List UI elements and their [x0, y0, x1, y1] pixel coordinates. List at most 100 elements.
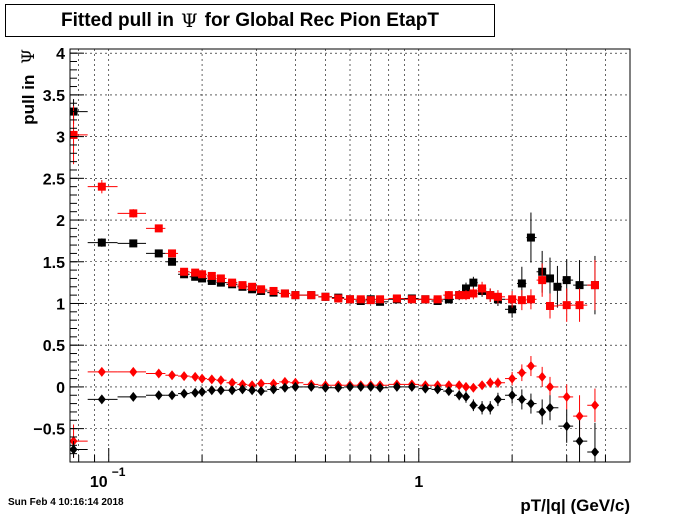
data-point — [562, 391, 571, 402]
data-point — [575, 411, 584, 422]
data-point — [269, 378, 278, 389]
data-point — [508, 390, 517, 401]
data-point — [444, 291, 453, 300]
data-point — [508, 373, 517, 384]
x-tick-label: 10 — [90, 474, 108, 491]
y-tick-label: 4 — [56, 46, 65, 63]
data-point — [455, 390, 464, 401]
data-point — [248, 385, 257, 396]
data-point — [228, 377, 237, 388]
data-point — [553, 282, 562, 291]
data-point — [307, 381, 316, 392]
y-tick-label: 0.5 — [43, 338, 65, 355]
y-axis-title: pull in Ψ — [19, 49, 39, 125]
data-point — [508, 305, 517, 314]
data-point — [207, 374, 216, 385]
data-point — [154, 224, 163, 233]
data-point — [444, 380, 453, 391]
data-point — [392, 294, 401, 303]
data-point — [455, 291, 464, 300]
data-point — [198, 373, 207, 384]
data-marks — [69, 99, 599, 462]
data-point — [538, 406, 547, 417]
data-point — [257, 386, 266, 397]
data-point — [269, 286, 278, 295]
series-4 — [69, 381, 599, 462]
data-point — [168, 390, 177, 401]
data-point — [154, 390, 163, 401]
data-point — [590, 400, 599, 411]
data-point — [207, 271, 216, 280]
data-point — [97, 182, 106, 191]
data-point — [257, 378, 266, 389]
data-point — [191, 387, 200, 398]
data-point — [207, 385, 216, 396]
data-point — [407, 295, 416, 304]
data-point — [191, 272, 200, 281]
y-tick-label: −0.5 — [33, 422, 65, 439]
data-point — [180, 267, 189, 276]
data-point — [461, 291, 470, 300]
series-3 — [69, 356, 599, 458]
data-point — [546, 381, 555, 392]
data-point — [280, 376, 289, 387]
data-point — [198, 270, 207, 279]
data-point — [191, 268, 200, 277]
data-point — [562, 301, 571, 310]
data-point — [421, 383, 430, 394]
x-tick-label-exponent: −1 — [112, 465, 126, 479]
data-point — [407, 381, 416, 392]
data-point — [376, 295, 385, 304]
x-tick-label: 1 — [414, 474, 423, 491]
y-tick-label: 3.5 — [43, 88, 65, 105]
y-tick-label: 1 — [56, 296, 65, 313]
data-point — [356, 295, 365, 304]
y-tick-label: 1.5 — [43, 255, 65, 272]
data-point — [486, 402, 495, 413]
data-point — [97, 366, 106, 377]
data-point — [154, 249, 163, 258]
data-point — [216, 278, 225, 287]
data-point — [366, 296, 375, 305]
series-2 — [69, 105, 599, 322]
data-point — [493, 377, 502, 388]
data-point — [590, 446, 599, 457]
data-point — [291, 381, 300, 392]
data-point — [469, 400, 478, 411]
data-point — [269, 384, 278, 395]
data-point — [517, 296, 526, 305]
tick-labels: −0.5 0 0.5 1 1.5 2 2.5 3 3.5 4 10 −1 1 — [33, 46, 423, 491]
data-point — [517, 279, 526, 288]
data-point — [334, 382, 343, 393]
data-point — [69, 130, 78, 139]
data-point — [180, 388, 189, 399]
data-point — [433, 384, 442, 395]
data-point — [346, 295, 354, 304]
data-point — [129, 366, 138, 377]
data-point — [198, 386, 207, 397]
data-point — [248, 282, 257, 291]
data-point — [97, 238, 106, 247]
data-point — [168, 249, 177, 258]
chart-title-prefix: Fitted pull in — [61, 9, 174, 31]
data-point — [461, 391, 470, 402]
data-point — [154, 368, 163, 379]
data-point — [69, 444, 78, 455]
data-point — [191, 371, 200, 382]
data-point — [508, 295, 517, 304]
data-point — [307, 291, 316, 300]
data-point — [461, 284, 470, 293]
chart-title-suffix: for Global Rec Pion EtapT — [204, 9, 439, 31]
data-point — [346, 381, 354, 392]
chart-title-symbol: Ψ — [180, 9, 198, 32]
data-point — [257, 285, 266, 294]
data-point — [228, 278, 237, 287]
data-point — [216, 375, 225, 386]
data-point — [478, 402, 487, 413]
data-point — [334, 294, 343, 303]
data-point — [546, 274, 555, 283]
data-point — [168, 370, 177, 381]
data-point — [321, 292, 330, 301]
data-point — [180, 371, 189, 382]
grid-lines — [70, 49, 630, 462]
